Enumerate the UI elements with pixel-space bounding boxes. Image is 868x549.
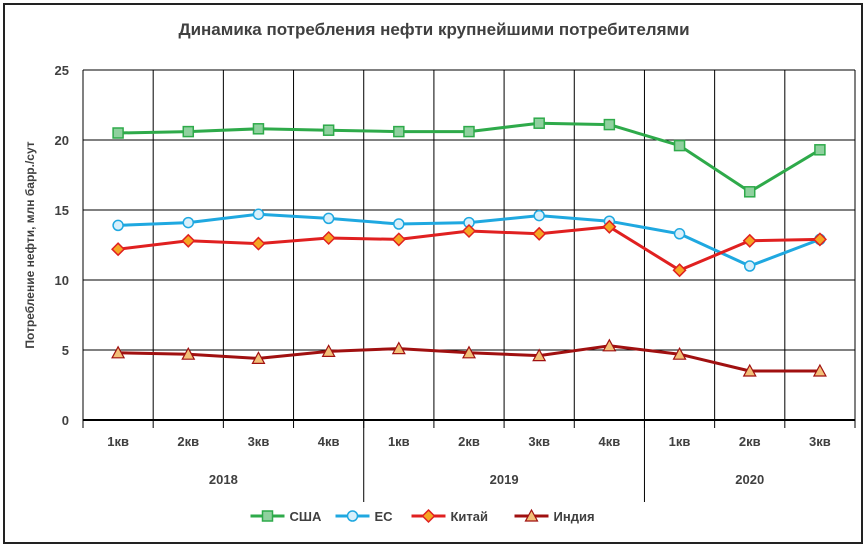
legend-swatch-marker	[421, 508, 436, 524]
y-tick-label: 25	[55, 63, 69, 78]
data-point	[673, 139, 686, 152]
legend-item: США	[250, 509, 322, 524]
legend-item: ЕС	[335, 509, 394, 524]
x-tick-label: 1кв	[388, 434, 410, 449]
data-point	[533, 117, 545, 129]
legend-label: ЕС	[375, 509, 394, 524]
year-label: 2020	[735, 472, 764, 487]
data-point	[533, 209, 545, 222]
data-point	[814, 144, 826, 156]
legend-swatch-marker	[524, 508, 539, 522]
data-point	[181, 346, 196, 360]
legend-swatch-marker	[346, 510, 359, 522]
series-1	[112, 117, 826, 198]
y-tick-label: 0	[62, 413, 69, 428]
x-tick-label: 3кв	[528, 434, 550, 449]
data-point	[322, 212, 335, 225]
data-point	[742, 233, 757, 248]
x-tick-label: 4кв	[318, 434, 340, 449]
x-tick-label: 3кв	[248, 434, 270, 449]
legend-item: Китай	[411, 508, 489, 524]
chart-title: Динамика потребления нефти крупнейшими п…	[178, 20, 690, 39]
y-tick-label: 10	[55, 273, 69, 288]
x-tick-label: 4кв	[598, 434, 620, 449]
data-point	[603, 118, 616, 131]
year-label: 2018	[209, 472, 238, 487]
x-tick-label: 1кв	[107, 434, 129, 449]
legend-label: США	[290, 509, 322, 524]
data-point	[391, 341, 406, 355]
data-point	[672, 346, 687, 360]
legend-label: Индия	[554, 509, 595, 524]
series-lines	[111, 117, 827, 377]
x-tick-label: 2кв	[739, 434, 761, 449]
legend: США ЕС Китай Индия	[250, 508, 595, 524]
axis-labels: 0 5 10 15 20 25 2018 2019 2020 1кв 2кв 3кв 4кв 1кв 2кв…	[23, 63, 831, 487]
y-tick-label: 20	[55, 133, 69, 148]
data-point	[181, 233, 196, 248]
y-axis-title: Потребление нефти, млн барр./сут	[23, 141, 37, 348]
year-label: 2019	[490, 472, 519, 487]
data-point	[742, 363, 757, 377]
data-point	[251, 351, 266, 364]
data-point	[321, 230, 336, 246]
data-point	[252, 123, 265, 135]
data-point	[673, 228, 686, 240]
data-point	[182, 216, 195, 229]
data-point	[252, 208, 265, 220]
x-tick-label: 2кв	[177, 434, 199, 449]
data-point	[743, 260, 756, 272]
x-tick-label: 1кв	[669, 434, 691, 449]
data-point	[463, 125, 475, 138]
data-point	[111, 345, 126, 359]
data-point	[602, 219, 617, 234]
data-point	[322, 124, 335, 136]
data-point	[111, 242, 126, 257]
data-point	[672, 263, 687, 278]
data-point	[461, 345, 477, 359]
data-point	[112, 219, 124, 232]
data-point	[812, 363, 827, 377]
series-2	[112, 208, 826, 272]
data-point	[391, 232, 406, 247]
legend-swatch-marker	[261, 510, 274, 522]
data-point	[393, 125, 405, 138]
y-tick-label: 15	[55, 203, 69, 218]
series-4	[111, 338, 827, 377]
axes	[82, 419, 856, 502]
data-point	[602, 338, 617, 352]
data-point	[532, 226, 547, 241]
data-point	[743, 186, 756, 198]
data-point	[532, 348, 547, 362]
chart-frame	[3, 3, 863, 544]
x-tick-label: 2кв	[458, 434, 480, 449]
y-tick-label: 5	[62, 343, 69, 358]
legend-item: Индия	[514, 508, 595, 524]
x-tick-label: 3кв	[809, 434, 831, 449]
data-point	[461, 223, 477, 239]
legend-label: Китай	[451, 509, 489, 524]
data-point	[812, 232, 827, 247]
series-3	[111, 219, 827, 278]
data-point	[251, 236, 266, 251]
data-point	[182, 125, 195, 138]
data-point	[112, 127, 124, 139]
data-point	[393, 218, 405, 230]
data-point	[321, 344, 336, 357]
